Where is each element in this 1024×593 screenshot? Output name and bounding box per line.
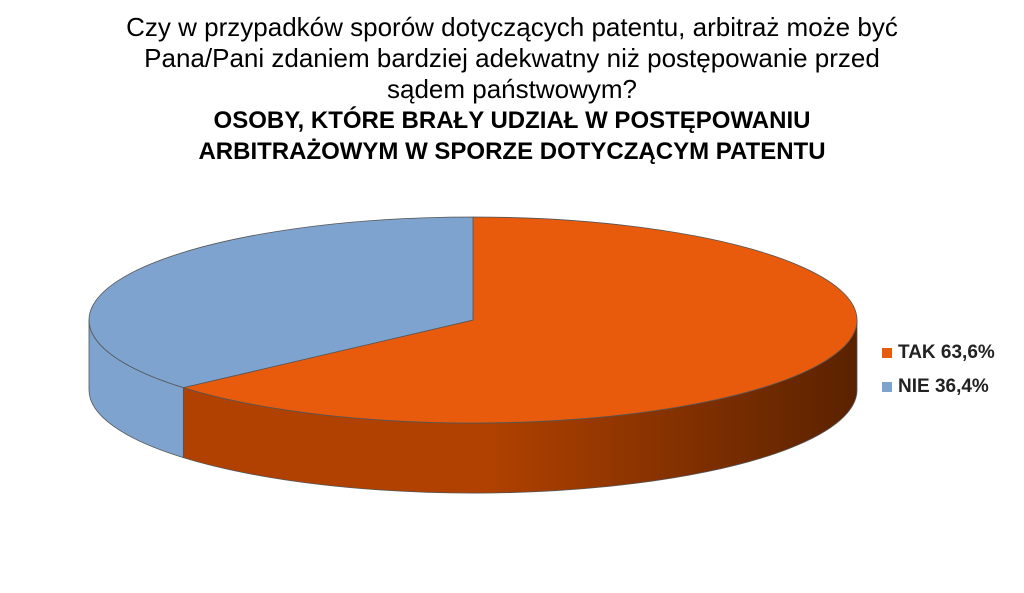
chart-title: Czy w przypadków sporów dotyczących pate… <box>126 12 898 104</box>
pie-slice-nie <box>88 216 474 389</box>
pie-slice-tak <box>181 216 858 424</box>
legend-label-nie: NIE 36,4% <box>898 376 989 397</box>
legend-item-tak: TAK 63,6% <box>882 336 1012 370</box>
legend-label-tak: TAK 63,6% <box>898 342 995 363</box>
legend-swatch-nie <box>882 382 892 392</box>
chart-legend: TAK 63,6% NIE 36,4% <box>882 336 1012 404</box>
legend-swatch-tak <box>882 348 892 358</box>
chart-title-block: Czy w przypadków sporów dotyczących pate… <box>0 12 1024 167</box>
chart-subtitle: OSOBY, KTÓRE BRAŁY UDZIAŁ W POSTĘPOWANIU… <box>198 107 826 165</box>
legend-item-nie: NIE 36,4% <box>882 370 1012 404</box>
